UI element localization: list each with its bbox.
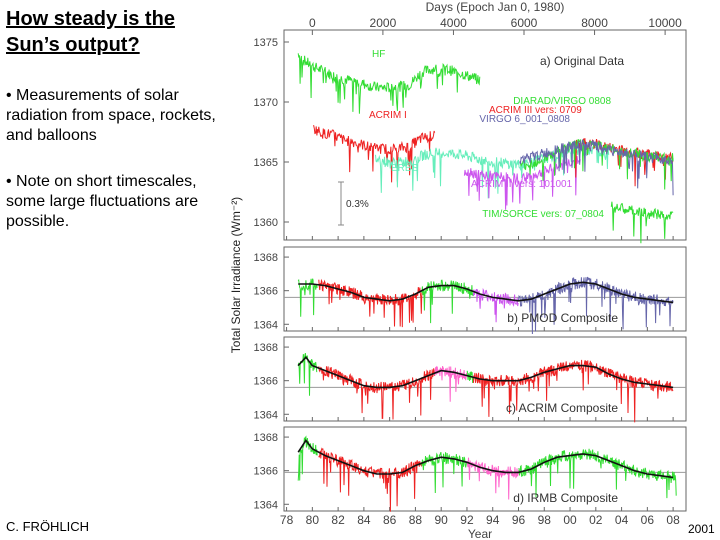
x-tick-label: 08 (666, 513, 680, 527)
top-tick-label: 4000 (440, 16, 467, 30)
panel-a-frame (283, 29, 687, 241)
y-tick-label: 1366 (254, 466, 278, 478)
series-virgo-line (519, 139, 674, 196)
x-tick-label: 90 (435, 513, 449, 527)
panel-a-label: a) Original Data (540, 54, 624, 68)
x-tick-label: 94 (486, 513, 500, 527)
panel-b-segment (297, 278, 318, 317)
y-tick-label: 1366 (254, 286, 278, 298)
y-tick-label: 1364 (254, 409, 278, 421)
panel-c-segment (466, 370, 474, 383)
x-tick-label: 04 (615, 513, 629, 527)
y-tick-label: 1368 (254, 252, 278, 264)
panel-b-smoothed-line (298, 281, 674, 304)
x-tick-label: 06 (641, 513, 655, 527)
y-tick-label: 1368 (254, 342, 278, 354)
panel-b-label: b) PMOD Composite (507, 311, 618, 325)
bullet-measurements: • Measurements of solar radiation from s… (6, 87, 216, 144)
slide-title: How steady is the Sun’s output? (6, 8, 175, 56)
x-tick-label: 78 (280, 513, 294, 527)
x-tick-label: 98 (538, 513, 552, 527)
scale-bar-label: 0.3% (346, 199, 369, 210)
panel-c-smoothed-line (297, 355, 674, 389)
y-tick-label: 1375 (254, 37, 278, 49)
y-tick-label: 1370 (254, 97, 278, 109)
x-tick-label: 88 (409, 513, 423, 527)
panel-d-label: d) IRMB Composite (513, 491, 618, 505)
panel-b-segment (318, 278, 423, 328)
series-label: VIRGO 6_001_0808 (479, 114, 570, 125)
y-tick-label: 1365 (254, 157, 278, 169)
panel-d-segment (421, 451, 468, 494)
panel-b-segment (518, 276, 674, 335)
y-tick-label: 1364 (254, 319, 278, 331)
series-label: DIARAD/VIRGO 0808 (513, 96, 611, 107)
series-timsorce-line (610, 201, 674, 244)
panel-b-frame (283, 246, 687, 332)
top-tick-label: 6000 (511, 16, 538, 30)
series-label: ERBS (391, 163, 419, 174)
panel-c-label: c) ACRIM Composite (506, 401, 618, 415)
y-tick-label: 1368 (254, 432, 278, 444)
y-tick-label: 1364 (254, 499, 278, 511)
y-tick-label: 1366 (254, 376, 278, 388)
series-erbs-line (375, 144, 610, 199)
top-tick-label: 10000 (648, 16, 682, 30)
x-tick-label: 86 (383, 513, 397, 527)
credit-year: 2001 (688, 522, 715, 536)
series-label: ACRIM II vers: 101001 (471, 179, 573, 190)
panel-d-segment (318, 447, 423, 512)
series-label: TIM/SORCE vers: 07_0804 (482, 209, 604, 220)
series-label: HF (372, 49, 385, 60)
panel-c-segment (472, 359, 674, 423)
panel-b-segment (421, 279, 474, 324)
top-axis-label: Days (Epoch Jan 0, 1980) (426, 0, 565, 14)
panel-d-smoothed-line (297, 439, 674, 479)
x-tick-label: 02 (589, 513, 603, 527)
panel-d-segment (466, 457, 519, 500)
x-axis-label: Year (468, 527, 492, 540)
panel-d-segment (518, 448, 677, 499)
top-tick-label: 2000 (370, 16, 397, 30)
x-tick-label: 80 (306, 513, 320, 527)
credit-author: C. FRÖHLICH (6, 519, 90, 534)
series-label: ACRIM I (369, 110, 407, 121)
bullet-fluctuations: • Note on short timescales, some large f… (6, 173, 199, 230)
panel-c-frame (283, 336, 687, 422)
series-hf-line (297, 53, 481, 114)
top-tick-label: 8000 (581, 16, 608, 30)
series-label: ACRIM III vers: 0709 (489, 105, 582, 116)
x-tick-label: 84 (357, 513, 371, 527)
top-tick-label: 0 (309, 16, 316, 30)
x-tick-label: 92 (460, 513, 474, 527)
y-axis-label: Total Solar Irradiance (Wm⁻²) (229, 197, 243, 353)
x-tick-label: 00 (563, 513, 577, 527)
tsi-composite-chart: Days (Epoch Jan 0, 1980)0 2000 4000 6000 800… (229, 0, 687, 540)
y-tick-label: 1360 (254, 217, 278, 229)
x-tick-label: 96 (512, 513, 526, 527)
panel-d-frame (283, 426, 687, 512)
series-acrim-line (313, 124, 436, 183)
x-tick-label: 82 (331, 513, 345, 527)
